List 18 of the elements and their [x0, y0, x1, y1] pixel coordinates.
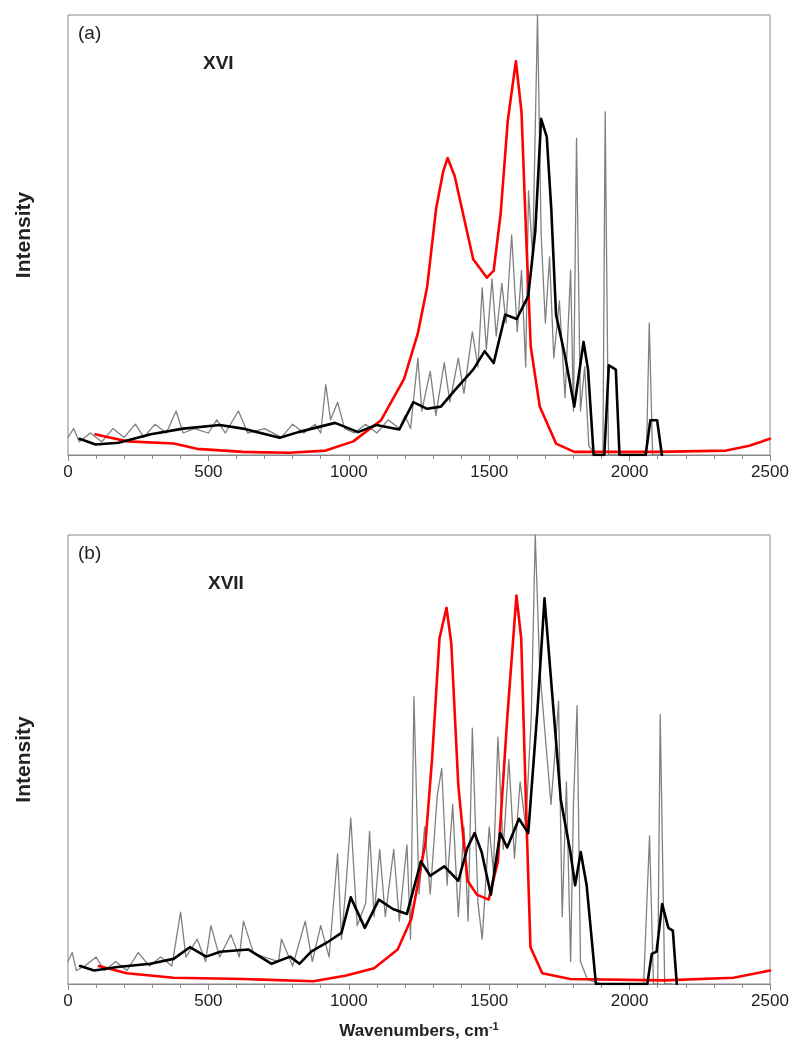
x-tick-label: 1000: [329, 462, 368, 481]
x-tick-label: 2500: [751, 991, 789, 1010]
x-tick-label: 0: [63, 991, 73, 1010]
annotation: XVII: [208, 572, 244, 593]
annotation: (a): [78, 22, 102, 43]
x-tick-label: 2000: [610, 991, 649, 1010]
annotation: XVI: [203, 52, 234, 73]
x-tick-label: 500: [194, 462, 223, 481]
x-tick-label: 1500: [470, 462, 509, 481]
x-tick-label: 1500: [470, 991, 509, 1010]
x-tick-label: 2000: [610, 462, 649, 481]
x-tick-label: 0: [63, 462, 73, 481]
x-tick-label: 2500: [751, 462, 789, 481]
x-tick-label: 1000: [329, 991, 368, 1010]
x-tick-label: 500: [194, 991, 223, 1010]
y-axis-title: Intensity: [10, 716, 34, 803]
annotation: (b): [78, 542, 102, 563]
y-axis-title: Intensity: [10, 191, 34, 279]
